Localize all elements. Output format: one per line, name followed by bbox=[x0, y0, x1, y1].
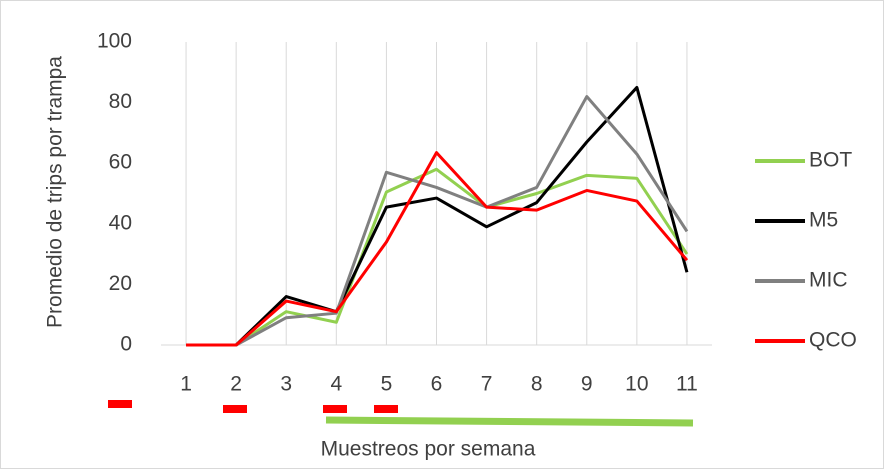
legend-label: BOT bbox=[809, 149, 852, 172]
y-tick-label: 60 bbox=[109, 151, 132, 174]
series-line bbox=[186, 95, 689, 347]
x-tick-label: 8 bbox=[531, 373, 543, 396]
x-tick-label: 3 bbox=[280, 373, 292, 396]
x-axis-label: Muestreos por semana bbox=[321, 438, 536, 461]
red-bar bbox=[223, 405, 247, 413]
red-bar bbox=[374, 405, 398, 413]
legend-label: M5 bbox=[809, 209, 838, 232]
y-tick-label: 80 bbox=[109, 90, 132, 113]
x-tick-label: 9 bbox=[581, 373, 593, 396]
x-tick-label: 4 bbox=[330, 373, 342, 396]
series-line bbox=[186, 151, 689, 347]
x-tick-label: 5 bbox=[381, 373, 393, 396]
series-line bbox=[186, 85, 689, 347]
y-tick-label: 40 bbox=[109, 211, 132, 234]
legend-label: QCO bbox=[809, 329, 857, 352]
x-tick-label: 2 bbox=[230, 373, 242, 396]
x-tick-label: 6 bbox=[431, 373, 443, 396]
y-tick-label: 0 bbox=[120, 333, 132, 356]
x-tick-label: 10 bbox=[625, 373, 648, 396]
y-tick-label: 20 bbox=[109, 272, 132, 295]
green-bar bbox=[325, 416, 694, 427]
annotation-marks bbox=[108, 400, 694, 427]
red-bar bbox=[108, 400, 132, 408]
legend-label: MIC bbox=[809, 269, 848, 292]
y-axis-label: Promedio de trips por trampa bbox=[44, 56, 67, 328]
red-bar bbox=[323, 405, 347, 413]
y-tick-label: 100 bbox=[97, 30, 132, 53]
x-tick-label: 11 bbox=[676, 373, 698, 396]
x-tick-label: 7 bbox=[481, 373, 493, 396]
series-line bbox=[186, 167, 689, 347]
x-tick-label: 1 bbox=[180, 373, 192, 396]
